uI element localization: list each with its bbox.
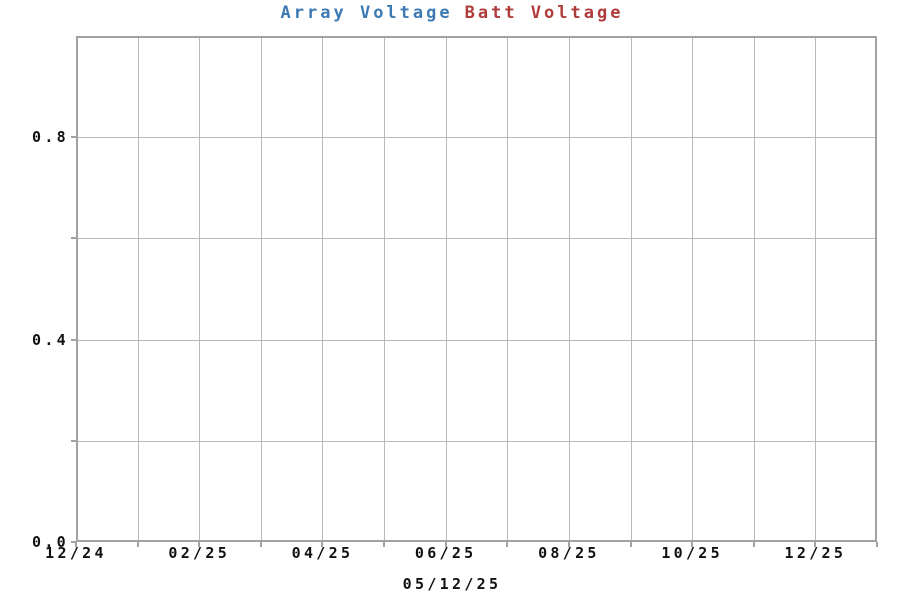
y-axis-tick <box>71 541 76 543</box>
vertical-gridline <box>384 36 386 542</box>
gridline-layer <box>76 36 877 542</box>
horizontal-gridline <box>76 339 877 341</box>
vertical-gridline <box>692 36 694 542</box>
vertical-gridline <box>507 36 509 542</box>
vertical-gridline <box>568 36 570 542</box>
y-axis-tick <box>71 136 76 139</box>
y-axis-tick <box>71 338 76 341</box>
x-axis-tick <box>629 542 632 547</box>
x-tick-label: 04/25 <box>291 544 354 562</box>
vertical-gridline <box>815 36 817 542</box>
y-axis-tick <box>71 439 76 442</box>
vertical-gridline <box>137 36 139 542</box>
vertical-gridline <box>199 36 201 542</box>
x-axis-tick <box>814 542 817 547</box>
vertical-gridline <box>260 36 262 542</box>
x-axis-tick <box>876 542 878 547</box>
vertical-gridline <box>445 36 447 542</box>
x-axis-tick <box>691 542 694 547</box>
x-axis-tick <box>136 542 139 547</box>
plot-area <box>76 36 877 542</box>
y-axis-tick <box>71 237 76 240</box>
vertical-gridline <box>753 36 755 542</box>
vertical-gridline <box>630 36 632 542</box>
x-axis-tick <box>383 542 386 547</box>
y-tick-label: 0.8 <box>32 128 69 147</box>
legend-entry-batt-voltage: Batt Voltage <box>464 3 624 23</box>
x-axis-tick <box>444 542 447 547</box>
vertical-gridline <box>322 36 324 542</box>
horizontal-gridline <box>76 440 877 442</box>
x-axis-tick <box>321 542 324 547</box>
x-tick-label: 06/25 <box>414 544 477 562</box>
legend-entry-array-voltage: Array Voltage <box>280 3 453 23</box>
x-axis-tick <box>75 542 77 547</box>
y-tick-label: 0.0 <box>32 533 69 551</box>
x-tick-label: 08/25 <box>538 544 600 562</box>
x-tick-label: 12/25 <box>784 544 847 562</box>
y-tick-label: 0.4 <box>32 330 69 349</box>
x-axis-tick <box>506 542 509 547</box>
horizontal-gridline <box>76 137 877 139</box>
x-tick-label: 12/24 <box>45 544 107 562</box>
x-tick-label: 10/25 <box>661 544 723 562</box>
x-axis-tick <box>752 542 755 547</box>
chart-title: Array Voltage Batt Voltage <box>281 2 624 24</box>
x-axis-label: 05/12/25 <box>402 575 502 593</box>
horizontal-gridline <box>76 238 877 240</box>
x-axis-tick <box>259 542 262 547</box>
x-axis-tick <box>198 542 201 547</box>
x-axis-tick <box>567 542 570 547</box>
x-tick-label: 02/25 <box>168 544 231 562</box>
